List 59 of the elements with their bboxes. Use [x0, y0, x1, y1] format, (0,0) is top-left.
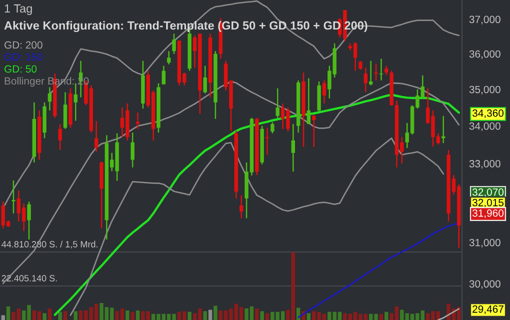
bar — [255, 308, 259, 320]
bar — [306, 313, 311, 320]
candlestick — [172, 33, 176, 54]
text: 32,015 — [472, 198, 504, 208]
candlestick — [368, 60, 373, 86]
candlestick — [322, 80, 326, 104]
candlestick — [162, 65, 166, 85]
y-tick-label: 36,000 — [469, 50, 500, 59]
text: 34,360 — [472, 109, 504, 118]
candlestick — [58, 123, 62, 150]
y-tick-label: 34,000 — [469, 122, 500, 132]
candlestick — [306, 78, 311, 125]
candlestick — [384, 65, 388, 76]
bar — [384, 312, 388, 320]
candlestick — [63, 92, 68, 130]
bar — [74, 311, 78, 320]
candlestick — [291, 123, 296, 172]
candlestick — [364, 66, 368, 93]
y-tick-label: 31,000 — [469, 238, 500, 248]
bar — [188, 312, 192, 320]
candlestick — [166, 50, 171, 66]
y-tick-label: 30,000 — [469, 280, 500, 289]
candlestick — [276, 88, 280, 118]
text: GD: 200 — [4, 41, 42, 49]
candlestick — [374, 63, 378, 82]
candlestick — [27, 200, 31, 240]
bar — [208, 310, 212, 320]
candlestick — [379, 58, 384, 82]
annotation: 1 Tag — [4, 4, 32, 16]
bar — [126, 310, 130, 320]
bar — [42, 313, 46, 320]
candlestick — [94, 120, 98, 152]
text: 31,960 — [472, 209, 504, 218]
candlestick — [312, 114, 316, 148]
candlestick — [48, 86, 52, 112]
bar — [6, 306, 10, 320]
candlestick — [239, 194, 244, 219]
text: 32,070 — [472, 188, 504, 198]
candlestick — [74, 82, 78, 122]
y-tick-label: 35,000 — [469, 86, 500, 94]
y-tick-label: 33,000 — [469, 160, 500, 169]
bar — [136, 310, 140, 320]
text: GD: 150 — [4, 53, 42, 61]
candlestick — [203, 65, 207, 94]
bar — [260, 311, 264, 320]
bar — [130, 312, 134, 320]
candlestick — [130, 132, 134, 168]
bar — [63, 311, 68, 320]
y-tick-label: 37,000 — [469, 16, 500, 24]
bar — [48, 308, 52, 320]
bar — [58, 312, 62, 320]
candlestick — [270, 122, 274, 134]
bar — [1, 315, 5, 320]
bar — [379, 314, 384, 320]
text: GD: 50 — [4, 65, 37, 73]
text: 29,467 — [472, 305, 504, 314]
bar — [203, 311, 207, 320]
bar — [265, 313, 270, 320]
bar — [214, 306, 218, 320]
